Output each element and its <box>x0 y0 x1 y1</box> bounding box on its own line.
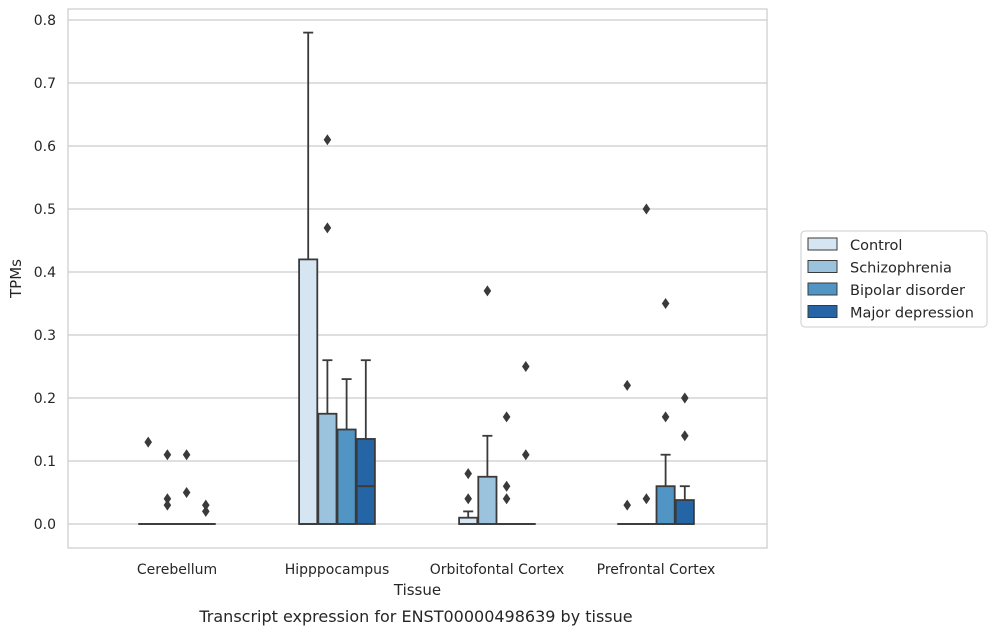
box-body <box>317 412 338 525</box>
outlier-point <box>681 392 689 404</box>
outlier-point <box>202 505 210 517</box>
x-tick-label: Cerebellum <box>137 562 217 578</box>
y-tick-label: 0.2 <box>34 391 56 407</box>
legend-label: Control <box>850 238 902 254</box>
box-body <box>336 428 357 525</box>
outlier-point <box>661 298 670 309</box>
y-axis-label: TPMs <box>7 259 25 299</box>
box-control-2 <box>458 468 479 525</box>
y-tick-label: 0.4 <box>34 265 56 281</box>
outlier-point <box>483 285 492 297</box>
outlier-point <box>502 493 511 505</box>
y-tick-label: 0.3 <box>34 328 56 344</box>
figure-caption: Transcript expression for ENST0000049863… <box>198 607 632 626</box>
box-schizophrenia-0 <box>157 449 178 525</box>
outlier-point <box>144 436 152 448</box>
legend-swatch <box>807 260 838 273</box>
outlier-point <box>623 499 631 511</box>
box-plot-area <box>138 31 695 525</box>
box-control-3 <box>617 379 638 525</box>
outlier-point <box>681 430 689 442</box>
outlier-point <box>502 480 511 492</box>
outlier-point <box>642 203 651 215</box>
box-major-depression-3 <box>674 392 695 525</box>
y-tick-label: 0.1 <box>34 454 56 470</box>
y-axis-ticks: 0.0 0.1 0.2 0.3 0.4 0.5 0.6 0.7 0.8 <box>34 13 56 533</box>
outlier-point <box>464 493 472 505</box>
legend-label: Schizophrenia <box>850 261 952 277</box>
x-tick-label: Prefrontal Cortex <box>597 562 716 578</box>
outlier-point <box>623 379 631 391</box>
box-body <box>674 499 695 525</box>
box-major-depression-2 <box>515 361 536 525</box>
box-control-0 <box>138 436 159 525</box>
x-tick-label: Hipppocampus <box>285 562 390 578</box>
outlier-point <box>163 499 172 511</box>
outlier-point <box>202 499 210 511</box>
outlier-point <box>502 411 511 423</box>
y-tick-label: 0.5 <box>34 202 56 218</box>
box-major-depression-1 <box>355 359 376 525</box>
legend-frame <box>800 230 988 328</box>
legend-label: Bipolar disorder <box>850 283 965 299</box>
box-body <box>655 485 676 525</box>
outlier-point <box>163 493 172 505</box>
grid-lines <box>68 19 767 525</box>
x-tick-label: Orbitofontal Cortex <box>430 562 565 578</box>
outlier-point <box>182 449 191 461</box>
outlier-point <box>182 487 191 498</box>
outlier-point <box>522 361 530 372</box>
outlier-point <box>642 493 651 505</box>
legend: Control Schizophrenia Bipolar disorder Majo… <box>800 230 988 328</box>
legend-label: Major depression <box>850 306 974 322</box>
box-body <box>298 258 319 525</box>
legend-swatch <box>807 305 838 318</box>
box-bipolar-disorder-2 <box>496 411 517 525</box>
x-axis-ticks: Cerebellum Hipppocampus Orbitofontal Corte… <box>137 562 715 578</box>
box-bipolar-disorder-3 <box>655 298 676 525</box>
box-schizophrenia-2 <box>477 285 498 525</box>
box-major-depression-0 <box>195 499 216 525</box>
outlier-point <box>163 449 172 461</box>
outlier-point <box>661 411 670 423</box>
box-body <box>355 438 376 525</box>
y-tick-label: 0.8 <box>34 13 56 29</box>
x-axis-label: Tissue <box>393 581 441 599</box>
box-schizophrenia-1 <box>317 134 338 525</box>
plot-frame <box>67 8 768 549</box>
box-body <box>477 475 498 525</box>
y-tick-label: 0.7 <box>34 76 56 92</box>
box-body <box>458 516 479 525</box>
box-bipolar-disorder-0 <box>176 449 197 525</box>
outlier-point <box>323 134 332 146</box>
box-schizophrenia-3 <box>636 203 657 525</box>
outlier-point <box>522 449 530 461</box>
outlier-point <box>323 222 332 234</box>
legend-swatch <box>807 282 838 296</box>
box-control-1 <box>298 31 319 525</box>
y-tick-label: 0.0 <box>34 517 56 533</box>
box-bipolar-disorder-1 <box>336 378 357 525</box>
y-tick-label: 0.6 <box>34 139 56 155</box>
legend-swatch <box>807 237 838 251</box>
outlier-point <box>464 468 472 480</box>
